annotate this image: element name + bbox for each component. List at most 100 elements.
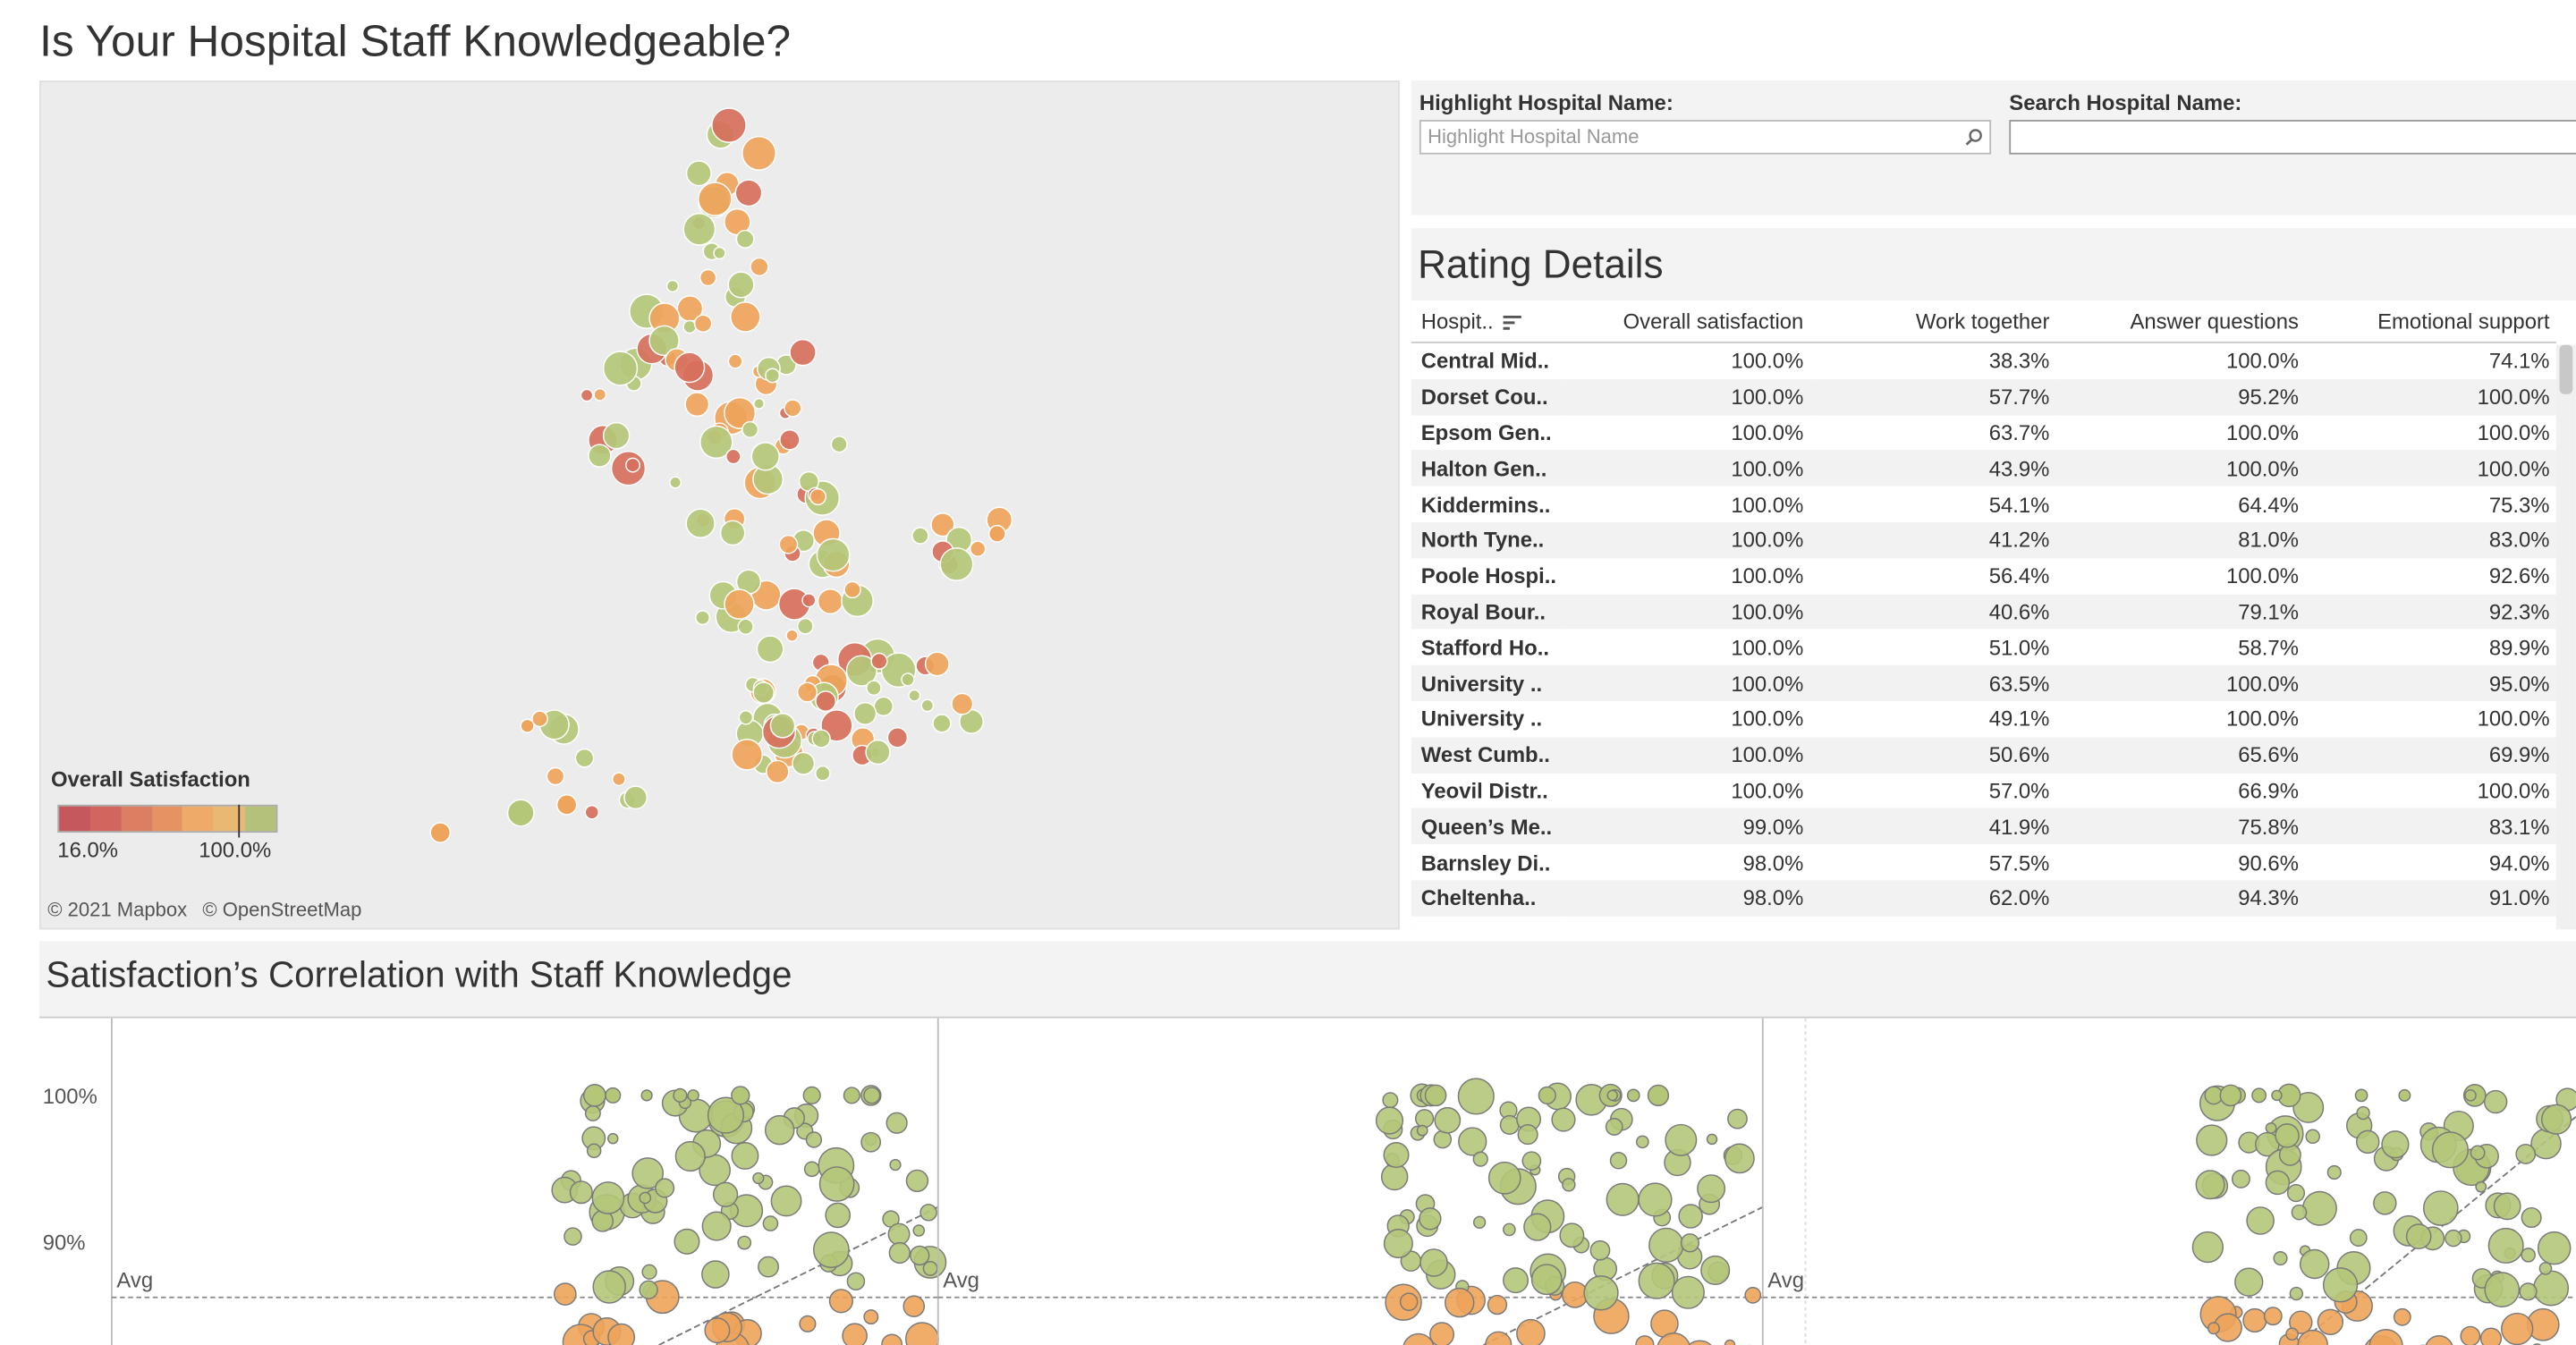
hospital-point[interactable]	[1744, 1287, 1762, 1304]
hospital-bubble[interactable]	[588, 444, 612, 468]
hospital-point[interactable]	[812, 1231, 850, 1269]
hospital-point[interactable]	[564, 1227, 582, 1246]
hospital-point[interactable]	[712, 1181, 739, 1207]
hospital-point[interactable]	[1678, 1204, 1703, 1229]
hospital-point[interactable]	[2291, 1204, 2308, 1221]
hospital-bubble[interactable]	[873, 696, 894, 717]
hospital-point[interactable]	[2349, 1229, 2368, 1248]
hospital-point[interactable]	[1472, 1215, 1487, 1229]
hospital-bubble[interactable]	[801, 593, 817, 608]
col-overall-satisfaction[interactable]: Overall satisfaction	[1563, 300, 1810, 343]
hospital-point[interactable]	[1551, 1107, 1576, 1132]
hospital-point[interactable]	[641, 1264, 657, 1280]
hospital-point[interactable]	[1416, 1124, 1428, 1137]
hospital-point[interactable]	[673, 1087, 688, 1103]
hospital-point[interactable]	[2231, 1169, 2250, 1189]
hospital-bubble[interactable]	[756, 635, 784, 664]
hospital-point[interactable]	[1503, 1267, 1530, 1294]
hospital-point[interactable]	[1706, 1133, 1718, 1146]
hospital-point[interactable]	[2541, 1104, 2572, 1135]
hospital-bubble[interactable]	[625, 457, 640, 473]
hospital-bubble[interactable]	[932, 714, 952, 733]
hospital-point[interactable]	[2398, 1088, 2411, 1102]
hospital-point[interactable]	[1606, 1182, 1640, 1216]
mapbox-credit-link[interactable]: © 2021 Mapbox	[47, 898, 188, 922]
hospital-bubble[interactable]	[987, 524, 1006, 543]
hospital-point[interactable]	[1383, 1228, 1413, 1259]
hospital-point[interactable]	[1724, 1339, 1736, 1345]
hospital-bubble[interactable]	[870, 652, 888, 670]
hospital-point[interactable]	[1538, 1086, 1556, 1104]
hospital-point[interactable]	[2521, 1248, 2536, 1263]
hospital-point[interactable]	[2381, 1130, 2410, 1159]
hospital-bubble[interactable]	[699, 425, 733, 460]
hospital-point[interactable]	[2317, 1308, 2344, 1335]
hospital-bubble[interactable]	[685, 160, 712, 187]
hospital-point[interactable]	[905, 1322, 939, 1345]
hospital-point[interactable]	[1383, 1142, 1410, 1169]
hospital-point[interactable]	[2521, 1206, 2542, 1229]
hospital-bubble[interactable]	[593, 387, 607, 402]
hospital-bubble[interactable]	[784, 399, 802, 418]
hospital-point[interactable]	[2326, 1164, 2342, 1180]
hospital-point[interactable]	[803, 1161, 820, 1178]
hospital-bubble[interactable]	[741, 135, 777, 171]
hospital-point[interactable]	[2493, 1192, 2521, 1221]
hospital-point[interactable]	[2265, 1121, 2277, 1134]
correlation-scatter-plots[interactable]: 100% 90% Avg Avg Avg	[39, 1018, 2576, 1345]
hospital-bubble[interactable]	[713, 246, 726, 260]
hospital-point[interactable]	[731, 1086, 750, 1105]
hospital-point[interactable]	[2538, 1262, 2553, 1275]
hospital-point[interactable]	[584, 1104, 601, 1121]
hospital-point[interactable]	[2487, 1227, 2524, 1264]
hospital-bubble[interactable]	[765, 368, 781, 384]
hospital-bubble[interactable]	[886, 726, 909, 749]
hospital-point[interactable]	[1523, 1213, 1552, 1241]
hospital-bubble[interactable]	[769, 712, 796, 739]
hospital-bubble[interactable]	[920, 698, 935, 713]
hospital-point[interactable]	[1697, 1174, 1726, 1204]
hospital-point[interactable]	[762, 1215, 779, 1231]
hospital-point[interactable]	[2515, 1144, 2537, 1164]
hospital-point[interactable]	[704, 1317, 731, 1344]
hospital-bubble[interactable]	[693, 314, 713, 334]
hospital-point[interactable]	[1402, 1332, 1435, 1345]
hospital-bubble[interactable]	[611, 772, 626, 787]
col-hospital[interactable]: Hospit..	[1411, 300, 1563, 343]
hospital-point[interactable]	[2356, 1105, 2370, 1121]
hospital-bubble[interactable]	[695, 610, 711, 626]
hospital-bubble[interactable]	[727, 271, 755, 299]
hospital-bubble[interactable]	[738, 710, 754, 725]
hospital-point[interactable]	[922, 1260, 938, 1276]
hospital-bubble[interactable]	[811, 729, 831, 749]
hospital-bubble[interactable]	[796, 681, 818, 703]
hospital-point[interactable]	[2373, 1191, 2397, 1215]
hospital-point[interactable]	[674, 1140, 706, 1172]
hospital-bubble[interactable]	[711, 107, 747, 143]
hospital-point[interactable]	[1635, 1135, 1649, 1149]
hospital-bubble[interactable]	[809, 487, 827, 506]
col-emotional-support[interactable]: Emotional support	[2305, 300, 2556, 343]
hospital-point[interactable]	[2431, 1131, 2470, 1169]
hospital-point[interactable]	[2273, 1250, 2288, 1266]
hospital-point[interactable]	[1559, 1222, 1585, 1248]
hospital-point[interactable]	[2285, 1327, 2299, 1341]
hospital-point[interactable]	[2425, 1334, 2453, 1345]
map-bubbles[interactable]	[41, 82, 1400, 930]
hospital-point[interactable]	[1647, 1084, 1670, 1106]
hospital-bubble[interactable]	[970, 540, 987, 557]
search-hospital-input[interactable]	[2009, 120, 2576, 155]
hospital-point[interactable]	[2533, 1270, 2570, 1307]
table-row[interactable]: Epsom Gen.. 100.0% 63.7% 100.0% 100.0%	[1411, 415, 2556, 451]
hospital-point[interactable]	[1487, 1161, 1521, 1195]
hospital-point[interactable]	[881, 1333, 903, 1345]
hospital-point[interactable]	[887, 1222, 911, 1246]
hospital-point[interactable]	[1375, 1106, 1404, 1135]
hospital-point[interactable]	[1635, 1335, 1655, 1345]
hospital-point[interactable]	[905, 1169, 929, 1193]
hospital-point[interactable]	[1472, 1151, 1488, 1167]
hospital-bubble[interactable]	[719, 520, 746, 546]
hospital-point[interactable]	[1657, 1332, 1690, 1345]
hospital-bubble[interactable]	[730, 301, 761, 333]
hospital-point[interactable]	[2501, 1312, 2534, 1345]
